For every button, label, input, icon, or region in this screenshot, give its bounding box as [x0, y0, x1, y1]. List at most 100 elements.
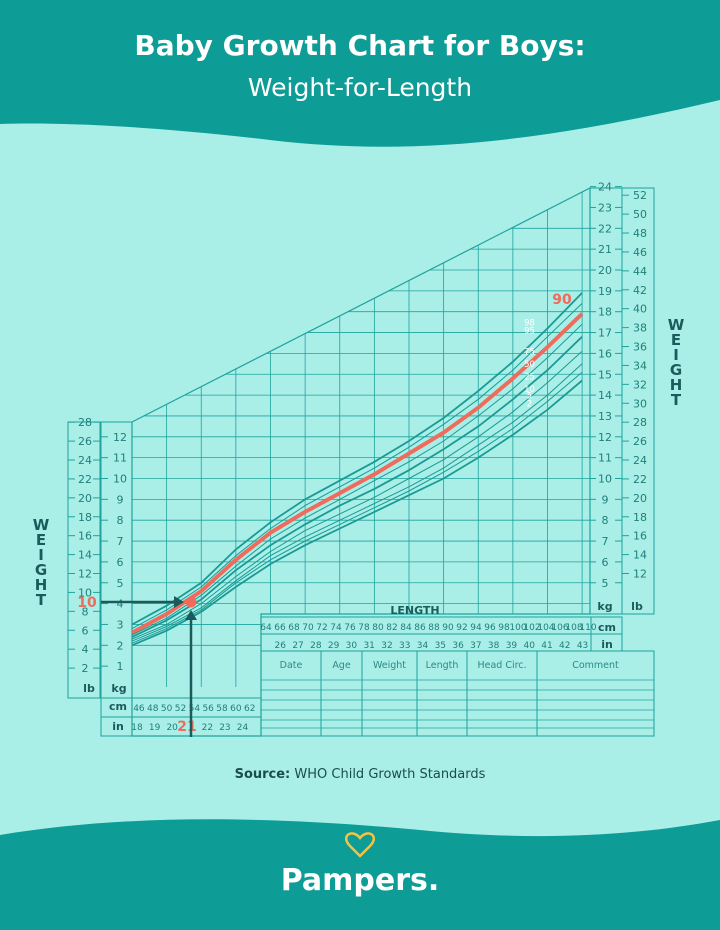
left-kg-tick: 11 [113, 452, 127, 465]
x-axis-title: LENGTH [390, 604, 439, 617]
log-table-header: Age [332, 660, 351, 671]
right-lb-tick: 30 [633, 397, 647, 410]
right-kg-tick: 20 [598, 264, 612, 277]
right-lb-tick: 52 [633, 189, 647, 202]
source-line: Source: WHO Child Growth Standards [235, 767, 486, 782]
length-in-tick: 40 [523, 641, 535, 651]
length-in-tick: 20 [166, 723, 178, 733]
percentile-curve-5 [131, 371, 583, 644]
length-cm-tick: 74 [330, 623, 342, 633]
right-lb-tick: 38 [633, 322, 647, 335]
left-lb-tick: 24 [78, 454, 92, 467]
right-kg-tick: 21 [598, 243, 612, 256]
right-kg-tick: 18 [598, 306, 612, 319]
left-kg-tick: 4 [117, 598, 124, 611]
header-band [0, 0, 720, 147]
length-cm-tick: 50 [161, 704, 173, 714]
left-lb-tick: 14 [78, 549, 92, 562]
left-kg-tick: 5 [117, 577, 124, 590]
length-cm-tick: 88 [428, 623, 440, 633]
percentile-curve-95 [131, 303, 583, 630]
right-lb-tick: 18 [633, 511, 647, 524]
log-table-header: Head Circ. [477, 660, 526, 671]
length-arrowhead [185, 610, 197, 620]
length-cm-tick: 76 [344, 623, 356, 633]
right-lb-tick: 16 [633, 530, 647, 543]
pampers-logo: Pampers. [281, 863, 440, 898]
length-in-tick: 22 [202, 723, 213, 733]
right-kg-tick: 16 [598, 347, 612, 360]
length-in-tick: 38 [488, 641, 500, 651]
right-lb-tick: 26 [633, 435, 647, 448]
length-cm-tick: 108 [565, 623, 582, 633]
percentile-curve-75 [131, 323, 583, 636]
right-lb-tick: 24 [633, 454, 647, 467]
right-lb-unit: lb [631, 600, 643, 613]
log-table-header: Comment [572, 660, 619, 671]
length-cm-tick: 56 [202, 704, 214, 714]
left-lb-unit: lb [83, 682, 95, 695]
right-kg-tick: 12 [598, 431, 612, 444]
left-kg-tick: 8 [117, 514, 124, 527]
right-kg-tick: 24 [598, 181, 612, 194]
source-label: Source: [235, 767, 291, 782]
percentile-label-25: 25 [524, 373, 535, 383]
right-cm-unit: cm [598, 621, 616, 634]
right-lb-tick: 20 [633, 492, 647, 505]
length-in-tick: 27 [292, 641, 303, 651]
length-in-tick: 43 [577, 641, 588, 651]
right-kg-tick: 7 [602, 535, 609, 548]
length-in-tick: 36 [452, 641, 464, 651]
right-kg-tick: 22 [598, 222, 612, 235]
right-lb-tick: 40 [633, 303, 647, 316]
length-cm-tick: 102 [523, 623, 540, 633]
left-lb-tick: 20 [78, 492, 92, 505]
left-lb-axis-box [67, 421, 101, 699]
length-cm-tick: 82 [386, 623, 397, 633]
right-lb-tick: 36 [633, 341, 647, 354]
length-cm-tick: 72 [316, 623, 327, 633]
left-kg-tick: 3 [117, 618, 124, 631]
length-in-tick: 37 [470, 641, 481, 651]
source-text: WHO Child Growth Standards [290, 767, 485, 782]
right-lb-tick: 14 [633, 549, 647, 562]
right-in-unit: in [601, 638, 613, 651]
length-cm-tick: 78 [358, 623, 370, 633]
length-cm-tick: 62 [244, 704, 255, 714]
left-lb-tick: 6 [82, 624, 89, 637]
log-table-header: Length [426, 660, 459, 671]
right-kg-tick: 13 [598, 410, 612, 423]
right-kg-tick: 15 [598, 368, 612, 381]
length-cm-tick: 106 [551, 623, 568, 633]
left-lb-tick: 12 [78, 568, 92, 581]
length-in-tick: 28 [310, 641, 322, 651]
left-cm-unit: cm [109, 700, 127, 713]
measurement-log-table: Date Age Weight Length Head Circ. Comment [260, 650, 655, 737]
right-kg-tick: 23 [598, 201, 612, 214]
left-kg-tick: 7 [117, 535, 124, 548]
left-lb-tick: 26 [78, 435, 92, 448]
percentile-label-10: 10 [524, 385, 535, 395]
log-table-header: Weight [373, 660, 406, 671]
right-kg-tick: 10 [598, 473, 612, 486]
right-lb-tick: 32 [633, 378, 647, 391]
length-cm-tick: 66 [274, 623, 286, 633]
length-cm-tick: 100 [509, 623, 526, 633]
left-lb-tick: 28 [78, 416, 92, 429]
percentile-label-2: 2 [527, 400, 532, 410]
right-lb-tick: 34 [633, 359, 647, 372]
percentile-label-98: 98 [524, 318, 535, 328]
right-kg-tick: 17 [598, 327, 612, 340]
left-kg-tick: 12 [113, 431, 127, 444]
length-cm-tick: 54 [189, 704, 201, 714]
right-lb-tick: 44 [633, 265, 647, 278]
length-in-tick: 30 [346, 641, 358, 651]
percentile-curve-25 [131, 350, 583, 640]
left-lb-tick: 16 [78, 530, 92, 543]
right-lb-tick: 50 [633, 208, 647, 221]
percentile-label-75: 75 [524, 348, 535, 358]
